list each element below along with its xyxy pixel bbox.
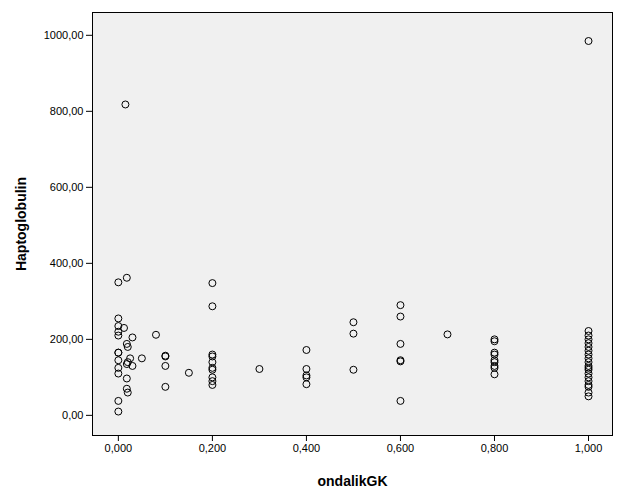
svg-text:400,00: 400,00 [50,257,84,269]
svg-text:600,00: 600,00 [50,181,84,193]
svg-text:ondalikGK: ondalikGK [317,473,387,489]
svg-text:Haptoglobulin: Haptoglobulin [13,177,29,271]
svg-text:1,000: 1,000 [575,442,603,454]
svg-text:0,200: 0,200 [199,442,227,454]
svg-text:0,00: 0,00 [62,409,83,421]
svg-text:0,800: 0,800 [481,442,509,454]
svg-text:200,00: 200,00 [50,333,84,345]
svg-text:800,00: 800,00 [50,105,84,117]
svg-text:0,600: 0,600 [387,442,415,454]
svg-text:0,400: 0,400 [293,442,321,454]
svg-text:0,000: 0,000 [105,442,133,454]
svg-text:1000,00: 1000,00 [44,29,84,41]
